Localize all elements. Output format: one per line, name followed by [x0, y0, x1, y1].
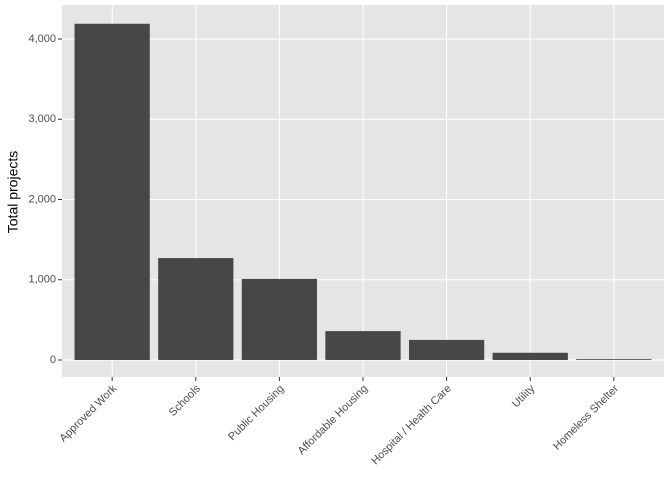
bar — [74, 23, 150, 360]
y-axis-title: Total projects — [5, 151, 21, 233]
x-tick-label: Utility — [510, 382, 538, 410]
x-tick-label: Public Housing — [226, 383, 286, 443]
bar — [241, 278, 318, 360]
y-tick-label: 4,000 — [28, 33, 56, 45]
y-tick-label: 0 — [50, 354, 56, 366]
x-tick-label: Homeless Shelter — [551, 382, 621, 452]
x-tick-label: Approved Work — [57, 382, 119, 444]
y-tick-label: 3,000 — [28, 113, 56, 125]
bar — [408, 339, 485, 360]
bar — [325, 331, 401, 360]
y-tick-label: 1,000 — [28, 274, 56, 286]
x-tick-label: Schools — [167, 382, 204, 419]
bar — [576, 359, 652, 360]
x-tick-label: Hospital / Health Care — [369, 383, 454, 468]
y-tick-label: 2,000 — [28, 193, 56, 205]
bar — [492, 352, 568, 360]
bar — [158, 258, 234, 360]
x-tick-label: Affordable Housing — [296, 383, 371, 458]
